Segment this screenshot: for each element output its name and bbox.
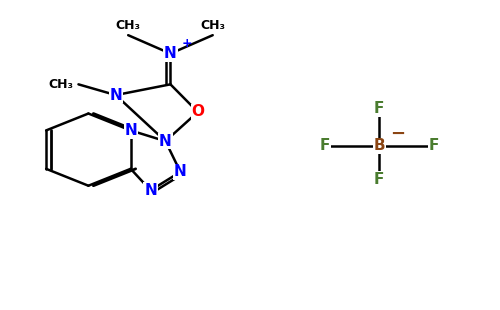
Text: CH₃: CH₃ bbox=[116, 19, 140, 32]
Text: −: − bbox=[390, 125, 406, 143]
Text: F: F bbox=[374, 172, 384, 187]
Text: F: F bbox=[320, 138, 330, 153]
Text: F: F bbox=[429, 138, 439, 153]
Text: B: B bbox=[374, 138, 385, 153]
Text: CH₃: CH₃ bbox=[48, 78, 74, 91]
Text: N: N bbox=[144, 183, 157, 198]
Text: N: N bbox=[124, 123, 137, 138]
Text: N: N bbox=[110, 88, 122, 103]
Text: +: + bbox=[182, 37, 192, 50]
Text: N: N bbox=[164, 46, 177, 61]
Text: N: N bbox=[174, 164, 187, 179]
Text: N: N bbox=[159, 134, 172, 149]
Text: F: F bbox=[374, 101, 384, 117]
Text: CH₃: CH₃ bbox=[200, 19, 225, 32]
Text: O: O bbox=[192, 104, 204, 119]
